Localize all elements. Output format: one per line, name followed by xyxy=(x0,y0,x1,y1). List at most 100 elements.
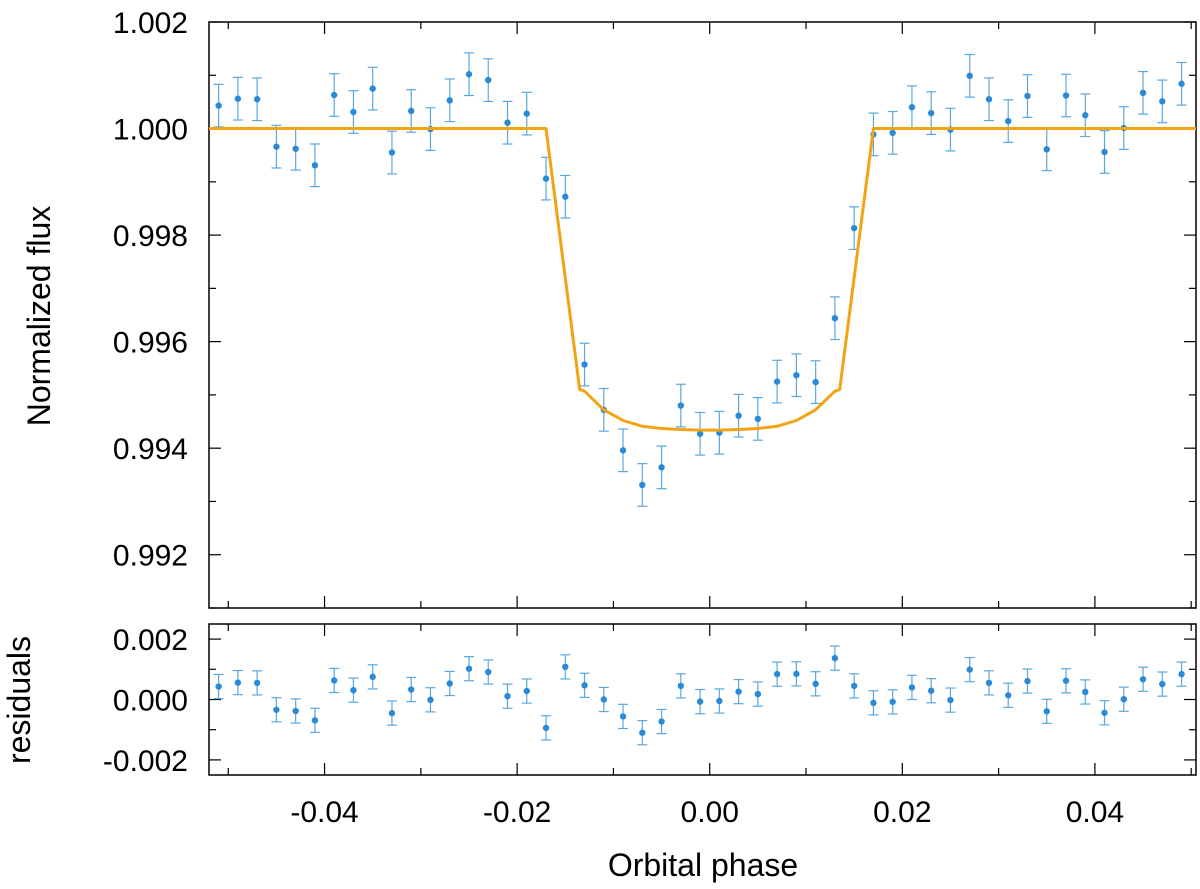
main-data-point xyxy=(812,378,819,386)
x-tick-label: 0.00 xyxy=(681,796,739,829)
residuals-data-point xyxy=(292,707,299,715)
main-data-point xyxy=(1062,92,1070,99)
residuals-data-point xyxy=(793,670,800,678)
residuals-y-tick-label: -0.002 xyxy=(103,745,188,778)
main-data-point xyxy=(485,76,492,84)
residuals-data-point xyxy=(812,680,819,687)
main-y-tick-label: 0.998 xyxy=(113,220,188,253)
main-y-tick-label: 1.002 xyxy=(113,7,188,40)
residuals-data-point xyxy=(1101,709,1108,716)
residuals-data-point xyxy=(927,687,935,694)
residuals-data-point xyxy=(350,686,357,694)
residuals-panel: -0.04 -0.02 0.00 0.02 0.04 -0.002 0.000 0.002 xyxy=(103,623,1197,829)
residuals-data-point xyxy=(1024,677,1031,685)
residuals-data-point xyxy=(388,709,396,717)
main-data-point xyxy=(234,95,242,102)
residuals-data-point xyxy=(1139,676,1147,683)
main-data-point xyxy=(446,97,453,104)
main-y-tick-label: 0.996 xyxy=(113,327,188,360)
residuals-data-point xyxy=(408,686,415,693)
residuals-y-tick-label: 0.000 xyxy=(113,685,188,718)
residuals-data-point xyxy=(581,682,588,689)
main-data-point xyxy=(889,129,896,137)
residuals-data-point xyxy=(234,679,242,686)
x-tick-label: -0.04 xyxy=(290,796,358,829)
main-data-point xyxy=(677,402,685,409)
main-data-point xyxy=(581,361,588,368)
x-axis-label: Orbital phase xyxy=(608,847,798,883)
main-data-point xyxy=(542,175,550,182)
main-data-point xyxy=(408,107,415,115)
main-data-point xyxy=(793,371,800,379)
main-data-point xyxy=(1139,89,1147,97)
residuals-data-point xyxy=(253,679,261,687)
main-data-point xyxy=(388,149,396,156)
residuals-y-axis-label: residuals xyxy=(1,636,37,764)
residuals-data-point xyxy=(966,666,973,673)
residuals-data-point xyxy=(985,679,993,687)
residuals-data-point xyxy=(215,683,222,690)
main-data-point xyxy=(639,481,646,489)
residuals-data-point xyxy=(831,654,839,662)
residuals-data-point xyxy=(735,688,742,695)
main-data-point xyxy=(696,430,704,437)
main-data-point xyxy=(966,72,973,80)
residuals-data-point xyxy=(870,699,877,707)
residuals-data-point xyxy=(485,668,492,676)
main-data-point xyxy=(1101,148,1108,156)
main-data-point xyxy=(292,145,299,152)
model-curve xyxy=(209,127,1196,432)
residuals-data-point xyxy=(677,682,685,690)
main-data-point xyxy=(619,447,627,454)
main-data-point xyxy=(562,193,569,200)
main-data-point xyxy=(311,162,319,169)
main-data-point xyxy=(773,378,781,385)
main-panel: 0.992 0.994 0.996 0.998 1.000 1.002 xyxy=(113,7,1197,609)
x-tick-label: -0.02 xyxy=(483,796,551,829)
main-data-point xyxy=(850,224,858,232)
residuals-data-point xyxy=(562,663,569,671)
main-frame xyxy=(208,21,1197,609)
residuals-data-point xyxy=(523,687,530,695)
residuals-data-point xyxy=(696,698,704,705)
main-data-point xyxy=(465,71,473,78)
main-data-point xyxy=(1005,117,1012,125)
main-data-point xyxy=(1024,92,1031,100)
main-data-point xyxy=(927,109,935,117)
x-tick-label: 0.02 xyxy=(873,796,931,829)
residuals-data-point xyxy=(754,690,762,698)
main-data-point xyxy=(504,119,511,126)
residuals-data-point xyxy=(427,696,434,704)
main-y-tick-label: 0.994 xyxy=(113,433,188,466)
residuals-data-point xyxy=(1082,688,1089,696)
main-data-point xyxy=(253,96,261,103)
residuals-data-point xyxy=(889,698,896,706)
main-y-tick-label: 0.992 xyxy=(113,540,188,573)
main-data-point xyxy=(658,464,665,471)
main-y-axis-label: Normalized flux xyxy=(21,206,57,427)
main-data-point xyxy=(831,314,839,322)
main-data-point xyxy=(1043,146,1050,153)
residuals-data-point xyxy=(330,677,338,684)
main-data-point xyxy=(523,110,530,117)
residuals-data-point xyxy=(947,696,954,704)
main-data-point xyxy=(330,91,338,99)
residuals-data-point xyxy=(273,706,280,713)
residuals-data-point xyxy=(850,682,858,690)
residuals-data-point xyxy=(504,692,511,700)
residuals-data-point xyxy=(600,696,607,703)
main-data-point xyxy=(735,412,742,419)
main-data-point xyxy=(1178,80,1185,87)
residuals-data-point xyxy=(619,713,627,720)
residuals-data-point xyxy=(639,729,646,736)
residuals-data-point xyxy=(1178,670,1185,678)
main-data-point xyxy=(1082,112,1089,119)
residuals-y-tick-label: 0.002 xyxy=(113,624,188,657)
main-data-point xyxy=(985,96,993,103)
residuals-data-point xyxy=(1120,695,1127,703)
residuals-data-point xyxy=(716,697,723,705)
main-data-point xyxy=(350,108,357,116)
residuals-data-point xyxy=(369,673,376,681)
residuals-data-point xyxy=(311,717,319,724)
